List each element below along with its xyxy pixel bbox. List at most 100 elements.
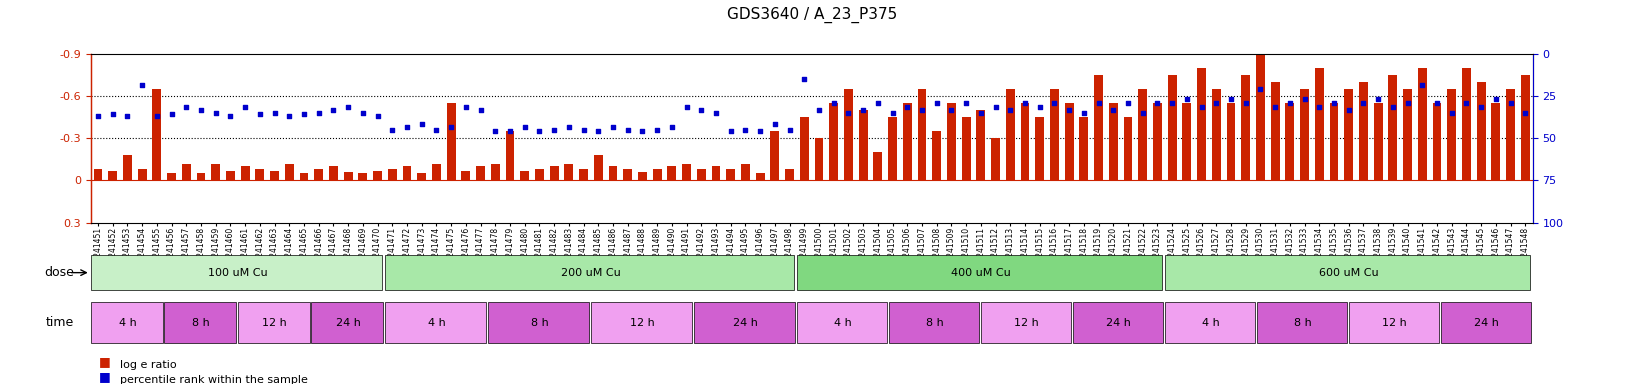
Point — [277, 113, 303, 119]
Point — [1114, 100, 1140, 106]
Bar — [697, 169, 705, 180]
Bar — [476, 166, 485, 180]
Bar — [300, 174, 308, 180]
Text: time: time — [46, 316, 74, 329]
Bar — [1315, 68, 1323, 180]
Bar — [1521, 75, 1529, 180]
Bar — [285, 164, 293, 180]
Point — [659, 124, 686, 130]
FancyBboxPatch shape — [1165, 302, 1256, 343]
Bar — [1241, 75, 1251, 180]
Point — [908, 107, 934, 113]
Bar — [1168, 75, 1177, 180]
Bar — [948, 103, 956, 180]
Point — [394, 124, 420, 130]
Bar — [667, 166, 676, 180]
Bar — [1035, 117, 1045, 180]
Bar — [1139, 89, 1147, 180]
FancyBboxPatch shape — [237, 302, 310, 343]
Bar — [506, 131, 514, 180]
Bar — [432, 164, 440, 180]
Bar — [138, 169, 147, 180]
Point — [1203, 100, 1229, 106]
Bar — [270, 170, 279, 180]
Bar — [770, 131, 780, 180]
Point — [967, 110, 994, 116]
Bar — [1432, 103, 1442, 180]
Text: log e ratio: log e ratio — [120, 360, 176, 370]
Point — [1056, 107, 1083, 113]
Point — [1292, 96, 1318, 102]
Bar — [1388, 75, 1398, 180]
Point — [129, 82, 155, 88]
Point — [232, 104, 259, 110]
Text: 400 uM Cu: 400 uM Cu — [951, 268, 1010, 278]
Text: 8 h: 8 h — [926, 318, 944, 328]
Point — [262, 110, 288, 116]
Bar — [1079, 117, 1088, 180]
Text: 24 h: 24 h — [1106, 318, 1131, 328]
Point — [1101, 107, 1127, 113]
Bar — [1491, 103, 1500, 180]
Point — [776, 127, 803, 133]
Bar — [1271, 82, 1279, 180]
Bar — [653, 169, 661, 180]
Bar — [1285, 103, 1294, 180]
Point — [570, 127, 597, 133]
Point — [938, 107, 964, 113]
Bar — [536, 169, 544, 180]
Text: 200 uM Cu: 200 uM Cu — [560, 268, 621, 278]
Point — [1424, 100, 1450, 106]
Bar — [1226, 103, 1236, 180]
FancyBboxPatch shape — [798, 255, 1162, 290]
Bar — [844, 89, 854, 180]
Point — [630, 128, 656, 134]
Bar — [491, 164, 499, 180]
Text: ■: ■ — [99, 355, 110, 368]
Bar — [712, 166, 720, 180]
Bar — [1094, 75, 1103, 180]
Text: 8 h: 8 h — [531, 318, 549, 328]
Point — [1513, 110, 1539, 116]
Bar — [742, 164, 750, 180]
Point — [1277, 100, 1304, 106]
Bar — [1124, 117, 1132, 180]
Point — [541, 127, 567, 133]
Bar — [1345, 89, 1353, 180]
FancyBboxPatch shape — [981, 302, 1071, 343]
Bar — [1196, 68, 1206, 180]
Bar — [1182, 103, 1192, 180]
Point — [761, 121, 788, 127]
FancyBboxPatch shape — [592, 302, 692, 343]
Bar — [1300, 89, 1309, 180]
Point — [188, 107, 214, 113]
Bar — [1154, 103, 1162, 180]
Point — [320, 107, 346, 113]
Point — [1248, 86, 1274, 92]
FancyBboxPatch shape — [1440, 302, 1531, 343]
Point — [453, 104, 480, 110]
Point — [483, 128, 509, 134]
Bar — [166, 174, 176, 180]
Bar — [1374, 103, 1383, 180]
Text: 12 h: 12 h — [630, 318, 654, 328]
Point — [895, 104, 921, 110]
Point — [1071, 110, 1098, 116]
Point — [424, 127, 450, 133]
Point — [305, 110, 331, 116]
Bar — [933, 131, 941, 180]
Bar — [1447, 89, 1457, 180]
Bar — [623, 169, 633, 180]
Text: 4 h: 4 h — [1201, 318, 1220, 328]
Point — [674, 104, 700, 110]
Point — [1365, 96, 1391, 102]
Text: ■: ■ — [99, 370, 110, 383]
Bar — [226, 170, 234, 180]
Text: percentile rank within the sample: percentile rank within the sample — [120, 375, 308, 384]
Point — [600, 124, 626, 130]
Point — [865, 100, 892, 106]
Point — [1129, 110, 1155, 116]
Bar — [417, 174, 427, 180]
FancyBboxPatch shape — [311, 302, 384, 343]
Point — [1159, 100, 1185, 106]
